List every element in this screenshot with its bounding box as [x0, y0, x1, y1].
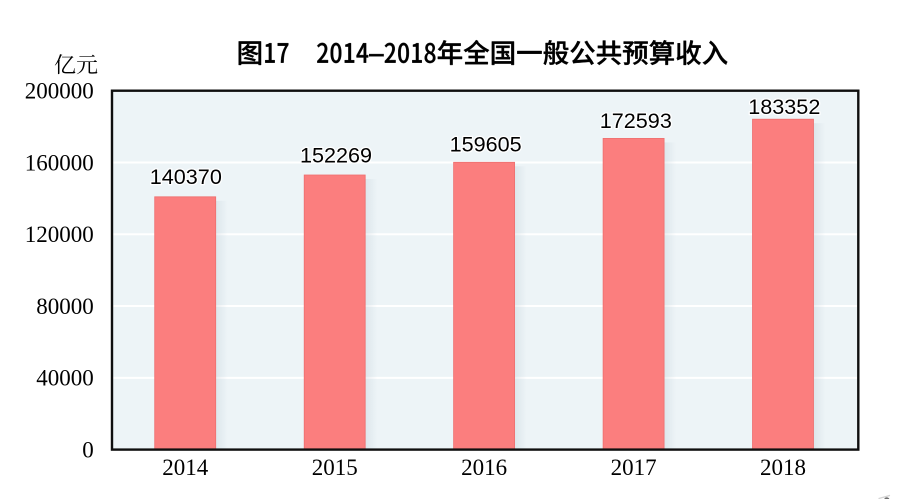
- svg-text:120000: 120000: [25, 222, 94, 247]
- svg-text:152269: 152269: [300, 142, 372, 167]
- svg-text:40000: 40000: [36, 366, 94, 391]
- svg-text:159605: 159605: [450, 132, 522, 157]
- svg-text:2016: 2016: [461, 455, 507, 480]
- svg-text:2015: 2015: [312, 455, 358, 480]
- svg-text:2017: 2017: [611, 455, 657, 480]
- svg-text:200000: 200000: [25, 79, 94, 104]
- svg-text:140370: 140370: [150, 164, 222, 189]
- svg-text:160000: 160000: [25, 150, 94, 175]
- svg-text:2014: 2014: [162, 455, 209, 480]
- svg-text:0: 0: [82, 437, 94, 462]
- svg-text:2018: 2018: [760, 455, 806, 480]
- svg-text:183352: 183352: [748, 94, 820, 119]
- svg-text:80000: 80000: [36, 294, 94, 319]
- svg-text:172593: 172593: [600, 108, 672, 133]
